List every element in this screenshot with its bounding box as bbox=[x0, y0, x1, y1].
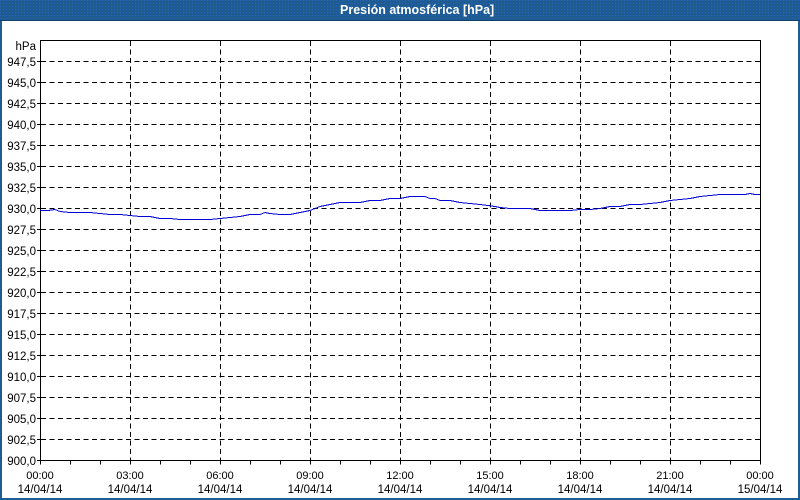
svg-text:927,5: 927,5 bbox=[7, 225, 36, 237]
svg-text:14/04/14: 14/04/14 bbox=[648, 484, 693, 496]
svg-text:06:00: 06:00 bbox=[206, 470, 234, 482]
svg-text:900,0: 900,0 bbox=[7, 456, 36, 468]
svg-text:925,0: 925,0 bbox=[7, 246, 36, 258]
svg-text:14/04/14: 14/04/14 bbox=[288, 484, 333, 496]
svg-text:14/04/14: 14/04/14 bbox=[468, 484, 513, 496]
svg-text:14/04/14: 14/04/14 bbox=[108, 484, 153, 496]
svg-text:917,5: 917,5 bbox=[7, 309, 36, 321]
svg-text:922,5: 922,5 bbox=[7, 267, 36, 279]
svg-text:hPa: hPa bbox=[16, 41, 37, 53]
svg-text:912,5: 912,5 bbox=[7, 351, 36, 363]
svg-text:930,0: 930,0 bbox=[7, 204, 36, 216]
svg-text:937,5: 937,5 bbox=[7, 141, 36, 153]
svg-text:21:00: 21:00 bbox=[656, 470, 684, 482]
svg-text:14/04/14: 14/04/14 bbox=[18, 484, 63, 496]
svg-text:03:00: 03:00 bbox=[116, 470, 144, 482]
svg-text:932,5: 932,5 bbox=[7, 183, 36, 195]
svg-text:910,0: 910,0 bbox=[7, 372, 36, 384]
svg-text:09:00: 09:00 bbox=[296, 470, 324, 482]
svg-text:14/04/14: 14/04/14 bbox=[558, 484, 603, 496]
svg-text:947,5: 947,5 bbox=[7, 57, 36, 69]
svg-text:14/04/14: 14/04/14 bbox=[198, 484, 243, 496]
svg-text:915,0: 915,0 bbox=[7, 330, 36, 342]
svg-text:15/04/14: 15/04/14 bbox=[738, 484, 783, 496]
svg-text:18:00: 18:00 bbox=[566, 470, 594, 482]
svg-text:940,0: 940,0 bbox=[7, 120, 36, 132]
svg-text:907,5: 907,5 bbox=[7, 393, 36, 405]
svg-text:942,5: 942,5 bbox=[7, 99, 36, 111]
svg-text:00:00: 00:00 bbox=[26, 470, 54, 482]
svg-text:00:00: 00:00 bbox=[746, 470, 774, 482]
svg-text:15:00: 15:00 bbox=[476, 470, 504, 482]
svg-text:920,0: 920,0 bbox=[7, 288, 36, 300]
svg-text:905,0: 905,0 bbox=[7, 414, 36, 426]
svg-text:902,5: 902,5 bbox=[7, 435, 36, 447]
svg-text:945,0: 945,0 bbox=[7, 78, 36, 90]
svg-text:12:00: 12:00 bbox=[386, 470, 414, 482]
svg-text:935,0: 935,0 bbox=[7, 162, 36, 174]
svg-text:14/04/14: 14/04/14 bbox=[378, 484, 423, 496]
